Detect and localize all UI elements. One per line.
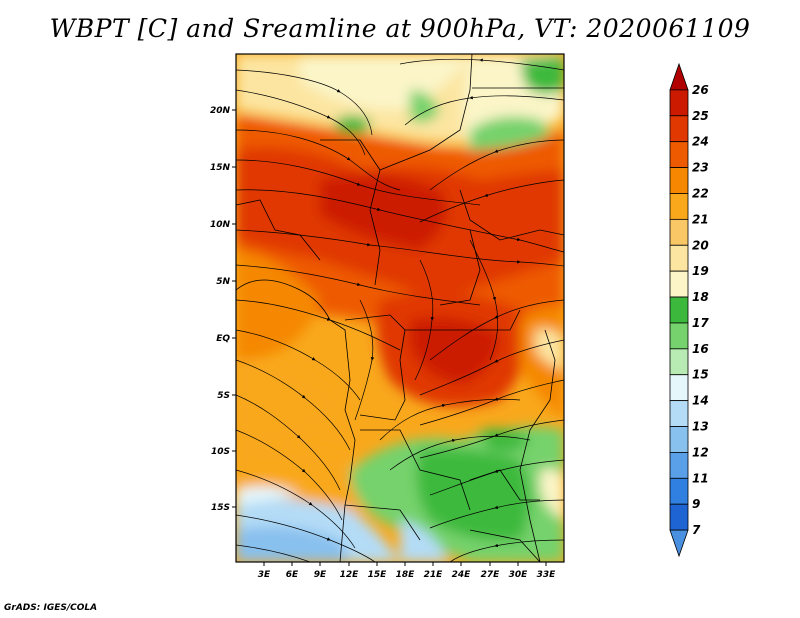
map-frame	[235, 53, 565, 563]
lon-label: 12E	[340, 570, 360, 580]
lat-label: 5N	[216, 277, 230, 287]
colorbar-segment	[669, 452, 689, 479]
colorbar-segment	[669, 193, 689, 220]
colorbar-segment	[669, 244, 689, 272]
colorbar-label: 11	[692, 471, 709, 485]
colorbar-segment	[669, 374, 689, 402]
lon-label: 27E	[481, 570, 501, 580]
lon-label: 33E	[537, 570, 557, 580]
colorbar-label: 22	[692, 186, 709, 200]
colorbar-segment	[669, 218, 689, 246]
lat-label: 15N	[210, 163, 231, 173]
wbpt-shaded-field	[236, 54, 564, 562]
chart-title: WBPT [C] and Sreamline at 900hPa, VT: 20…	[49, 14, 751, 43]
colorbar-label: 25	[692, 109, 709, 123]
lat-label: 10N	[210, 220, 231, 230]
colorbar-label: 16	[692, 342, 709, 356]
streamlines	[236, 58, 564, 562]
lat-label: EQ	[216, 334, 230, 344]
colorbar-segment	[669, 167, 689, 194]
colorbar-segment	[669, 270, 689, 298]
colorbar-label: 9	[692, 497, 700, 511]
colorbar-label: 12	[692, 445, 709, 459]
colorbar-label: 21	[692, 212, 709, 226]
longitude-labels: 3E 6E 9E 12E 15E 18E 21E 24E 27E 30E 33E	[258, 570, 556, 580]
colorbar-segment	[669, 115, 689, 143]
colorbar-segment	[669, 89, 689, 117]
lat-label: 15S	[211, 503, 230, 513]
colorbar-label: 19	[692, 264, 709, 278]
lon-label: 24E	[452, 570, 472, 580]
colorbar-label: 23	[692, 161, 709, 175]
lon-label: 9E	[314, 570, 327, 580]
colorbar-label: 24	[692, 135, 709, 149]
colorbar-label: 20	[692, 238, 709, 252]
colorbar-label: 13	[692, 420, 709, 434]
lat-label: 5S	[217, 391, 230, 401]
colorbar-segment	[669, 503, 689, 531]
colorbar-segment	[669, 348, 689, 376]
latitude-labels: 20N 15N 10N 5N EQ 5S 10S 15S	[210, 106, 231, 513]
lat-label: 10S	[211, 447, 230, 457]
colorbar-label: 15	[692, 368, 709, 382]
colorbar: 26 25 24 23 22 21 20 19 18 17 16 15 14 13 12 11 9 7	[669, 62, 709, 558]
colorbar-segment	[669, 322, 689, 350]
lon-label: 18E	[396, 570, 416, 580]
colorbar-label: 26	[692, 83, 709, 97]
colorbar-segment	[669, 141, 689, 168]
lon-label: 3E	[258, 570, 271, 580]
colorbar-segment	[669, 296, 689, 324]
colorbar-label: 14	[692, 394, 709, 408]
colorbar-label: 18	[692, 290, 709, 304]
colorbar-segment	[669, 426, 689, 453]
colorbar-segment	[669, 477, 689, 505]
colorbar-segment	[669, 529, 689, 558]
grads-credit: GrADS: IGES/COLA	[4, 603, 98, 613]
lat-label: 20N	[210, 106, 231, 116]
colorbar-label: 17	[692, 316, 709, 330]
colorbar-segment	[669, 62, 689, 91]
colorbar-segment	[669, 400, 689, 427]
lon-label: 6E	[286, 570, 299, 580]
lon-label: 21E	[424, 570, 444, 580]
colorbar-label: 7	[692, 523, 701, 537]
lon-label: 15E	[368, 570, 388, 580]
lon-label: 30E	[509, 570, 529, 580]
